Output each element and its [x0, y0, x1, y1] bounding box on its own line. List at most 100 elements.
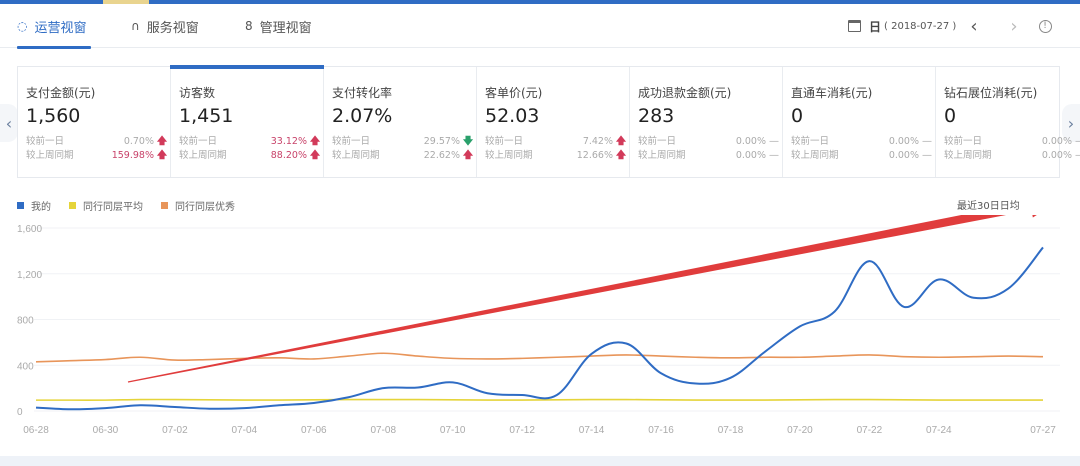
- metric-label: 支付转化率: [332, 86, 393, 100]
- metric-label: 支付金额(元): [26, 86, 96, 100]
- x-tick-label: 07-02: [162, 425, 188, 435]
- comparison-row: 较前一日 7.42% 🡅: [485, 135, 629, 149]
- cards-prev-button[interactable]: ‹: [0, 104, 18, 142]
- date-picker[interactable]: 日 ( 2018-07-27 ): [848, 4, 956, 48]
- series-line: [35, 352, 1044, 363]
- comparison-row: 较上周同期 22.62% 🡅: [332, 149, 476, 163]
- comparison-label: 较前一日: [638, 136, 677, 147]
- comparison-label: 较前一日: [26, 136, 65, 147]
- y-tick-label: 800: [17, 316, 34, 327]
- metric-value: 2.07%: [332, 105, 393, 127]
- comparison-label: 较前一日: [944, 136, 983, 147]
- comparison-label: 较上周同期: [638, 150, 686, 161]
- x-tick-label: 07-24: [926, 425, 952, 435]
- x-tick-label: 07-08: [370, 425, 396, 435]
- legend-swatch: [69, 202, 76, 209]
- comparison-label: 较前一日: [791, 136, 830, 147]
- comparison-row: 较前一日 0.00% —: [791, 135, 935, 149]
- x-tick-label: 06-30: [93, 425, 119, 435]
- annotation-arrow-shaft: [127, 215, 1007, 383]
- dash-icon: —: [1072, 135, 1080, 149]
- comparison-label: 较上周同期: [332, 150, 380, 161]
- comparison-label: 较上周同期: [791, 150, 839, 161]
- comparison-pct: 0.00%: [888, 150, 919, 161]
- x-tick-label: 07-10: [440, 425, 466, 435]
- metric-value: 1,451: [179, 105, 234, 127]
- comparison-row: 较前一日 33.12% 🡅: [179, 135, 323, 149]
- next-day-button[interactable]: ›: [1004, 4, 1024, 48]
- metric-label: 访客数: [179, 86, 216, 100]
- comparison-pct: 7.42%: [582, 136, 613, 147]
- comparison-pct: 0.00%: [1041, 136, 1072, 147]
- metric-card[interactable]: 直通车消耗(元) 0 较前一日 0.00% — 较上周同期 0.00% —: [783, 67, 936, 177]
- tab-service-view[interactable]: ∩ 服务视窗: [131, 4, 199, 48]
- comparison-label: 较上周同期: [944, 150, 992, 161]
- comparison-label: 较上周同期: [26, 150, 74, 161]
- legend-item[interactable]: 我的: [17, 198, 51, 213]
- top-accent-bar: [0, 0, 1080, 4]
- tab-management-view[interactable]: 8 管理视窗: [245, 4, 312, 48]
- refresh-circle-icon: ◌: [17, 19, 28, 33]
- series-line: [36, 398, 1043, 401]
- comparison-label: 较前一日: [332, 136, 371, 147]
- comparison-row: 较上周同期 88.20% 🡅: [179, 149, 323, 163]
- metric-value: 52.03: [485, 105, 540, 127]
- x-tick-label: 07-14: [579, 425, 605, 435]
- comparison-pct: 0.70%: [123, 136, 154, 147]
- x-tick-label: 07-22: [857, 425, 883, 435]
- metric-card[interactable]: 成功退款金额(元) 283 较前一日 0.00% — 较上周同期 0.00% —: [630, 67, 783, 177]
- x-tick-label: 07-12: [509, 425, 535, 435]
- metric-label: 直通车消耗(元): [791, 86, 873, 100]
- info-button[interactable]: !: [1035, 4, 1055, 48]
- metric-label: 成功退款金额(元): [638, 86, 732, 100]
- comparison-pct: 159.98%: [111, 150, 154, 161]
- metric-label: 客单价(元): [485, 86, 543, 100]
- annotation-arrow-head: [1032, 215, 1037, 218]
- comparison-row: 较上周同期 0.00% —: [638, 149, 782, 163]
- x-tick-label: 07-06: [301, 425, 327, 435]
- metric-card[interactable]: 访客数 1,451 较前一日 33.12% 🡅 较上周同期 88.20% 🡅: [170, 65, 324, 177]
- tab-operations-view[interactable]: ◌ 运营视窗: [17, 4, 91, 49]
- arrow-up-icon: 🡅: [615, 136, 627, 147]
- tab-label: 管理视窗: [259, 20, 312, 36]
- legend-label: 同行同层优秀: [175, 202, 235, 213]
- prev-day-button[interactable]: ‹: [964, 4, 984, 48]
- metric-card[interactable]: 客单价(元) 52.03 较前一日 7.42% 🡅 较上周同期 12.66% 🡅: [477, 67, 630, 177]
- comparison-row: 较上周同期 0.00% —: [791, 149, 935, 163]
- arrow-up-icon: 🡅: [156, 136, 168, 147]
- chevron-left-icon: ‹: [5, 113, 13, 133]
- arrow-up-icon: 🡅: [309, 136, 321, 147]
- legend-item[interactable]: 同行同层平均: [69, 198, 143, 213]
- x-tick-label: 07-20: [787, 425, 813, 435]
- dash-icon: —: [922, 150, 932, 161]
- comparison-pct: 88.20%: [270, 150, 307, 161]
- period-label[interactable]: 最近30日日均: [957, 201, 1020, 212]
- arrow-up-icon: 🡅: [462, 150, 474, 161]
- series-line: [35, 246, 1044, 411]
- tab-label: 服务视窗: [146, 20, 199, 36]
- legend-item[interactable]: 同行同层优秀: [161, 198, 235, 213]
- comparison-label: 较上周同期: [485, 150, 533, 161]
- metric-value: 0: [944, 105, 957, 127]
- chart-legend: 我的 同行同层平均 同行同层优秀: [17, 198, 253, 213]
- dash-icon: —: [922, 136, 932, 147]
- chevron-right-icon: ›: [1010, 15, 1018, 37]
- date-value: ( 2018-07-27 ): [884, 20, 957, 32]
- metric-card[interactable]: 支付金额(元) 1,560 较前一日 0.70% 🡅 较上周同期 159.98%…: [18, 67, 171, 177]
- arrow-up-icon: 🡅: [615, 150, 627, 161]
- comparison-pct: 0.00%: [735, 136, 766, 147]
- person-icon: 8: [245, 19, 253, 33]
- cards-next-button[interactable]: ›: [1062, 104, 1080, 142]
- x-tick-label: 06-28: [23, 425, 49, 435]
- legend-swatch: [17, 202, 24, 209]
- headset-icon: ∩: [131, 19, 140, 33]
- legend-label: 我的: [31, 202, 51, 213]
- metric-card[interactable]: 支付转化率 2.07% 较前一日 29.57% 🡇 较上周同期 22.62% 🡅: [324, 67, 477, 177]
- comparison-pct: 29.57%: [423, 136, 460, 147]
- top-accent-highlight: [103, 0, 149, 4]
- comparison-row: 较上周同期 0.00% —: [944, 149, 1080, 163]
- comparison-pct: 12.66%: [576, 150, 613, 161]
- comparison-pct: 33.12%: [270, 136, 307, 147]
- arrow-down-icon: 🡇: [462, 136, 474, 147]
- metric-card[interactable]: 钻石展位消耗(元) 0 较前一日 0.00% — 较上周同期 0.00% —: [936, 67, 1080, 177]
